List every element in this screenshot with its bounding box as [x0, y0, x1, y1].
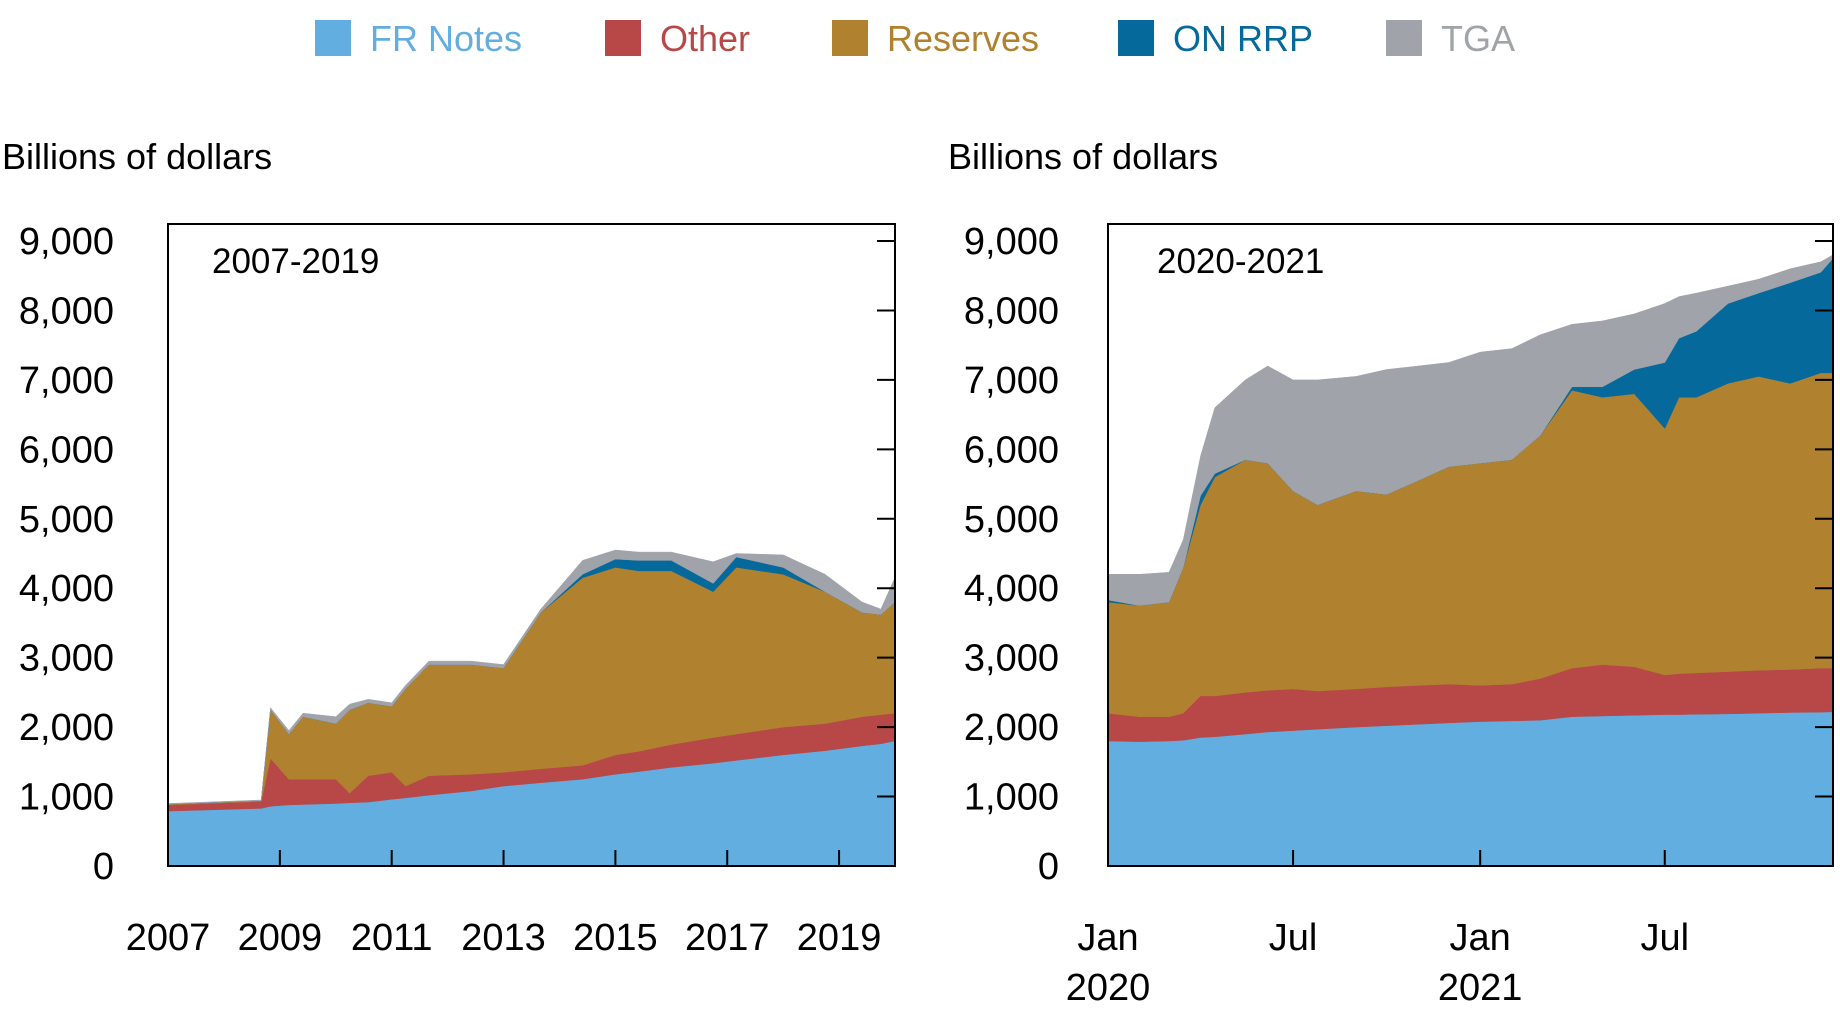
x-tick-label: 2009 [238, 917, 323, 959]
legend-item-on-rrp: ON RRP [1118, 18, 1313, 59]
y-tick-label: 4,000 [964, 568, 1059, 610]
y-tick-label: 7,000 [19, 360, 114, 402]
y-tick-label: 7,000 [964, 360, 1059, 402]
legend-swatch [1118, 20, 1154, 56]
y-tick-label: 6,000 [964, 429, 1059, 471]
x-tick-label: 2015 [573, 917, 658, 959]
y-tick-label: 1,000 [964, 777, 1059, 819]
legend-item-reserves: Reserves [832, 18, 1039, 59]
legend-swatch [1386, 20, 1422, 56]
y-axis-title: Billions of dollars [948, 136, 1218, 177]
y-tick-label: 9,000 [19, 221, 114, 263]
y-tick-label: 3,000 [19, 638, 114, 680]
y-tick-label: 4,000 [19, 568, 114, 610]
legend-label: TGA [1441, 18, 1515, 59]
legend-swatch [605, 20, 641, 56]
legend-item-tga: TGA [1386, 18, 1515, 59]
legend-label: Reserves [887, 18, 1039, 59]
y-axis-title: Billions of dollars [2, 136, 272, 177]
x-tick-label: 2011 [351, 917, 433, 959]
y-tick-label: 3,000 [964, 638, 1059, 680]
legend-label: Other [660, 18, 750, 59]
x-tick-label: Jul [1269, 917, 1318, 959]
x-tick-label: 2007 [126, 917, 211, 959]
chart-2020-2021: Billions of dollars 0 1,000 2,000 3,000 4,000… [948, 136, 1834, 1009]
y-tick-label: 0 [1038, 846, 1059, 888]
y-tick-label: 5,000 [19, 499, 114, 541]
panel-label: 2020-2021 [1157, 242, 1324, 281]
y-tick-label: 1,000 [19, 777, 114, 819]
legend-item-fr-notes: FR Notes [315, 18, 522, 59]
x-tick-label: Jul [1640, 917, 1689, 959]
x-tick-label: 2021 [1438, 967, 1523, 1009]
legend-label: FR Notes [370, 18, 522, 59]
legend: FR Notes Other Reserves ON RRP TGA [315, 18, 1515, 59]
plot-frame [1107, 223, 1834, 867]
y-tick-label: 8,000 [964, 290, 1059, 332]
legend-swatch [315, 20, 351, 56]
chart-2007-2019: Billions of dollars 0 1,000 2,000 3,000 4,000… [2, 136, 896, 959]
x-tick-label: Jan [1450, 917, 1511, 959]
y-tick-label: 2,000 [19, 707, 114, 749]
y-tick-label: 6,000 [19, 429, 114, 471]
y-tick-label: 5,000 [964, 499, 1059, 541]
y-tick-label: 2,000 [964, 707, 1059, 749]
y-tick-label: 9,000 [964, 221, 1059, 263]
plot-frame [167, 223, 896, 867]
x-tick-label: 2020 [1066, 967, 1151, 1009]
panel-label: 2007-2019 [212, 242, 379, 281]
legend-label: ON RRP [1173, 18, 1313, 59]
x-tick-label: Jan [1077, 917, 1138, 959]
y-tick-label: 8,000 [19, 290, 114, 332]
x-tick-label: 2017 [685, 917, 770, 959]
x-tick-label: 2013 [461, 917, 546, 959]
y-tick-label: 0 [93, 846, 114, 888]
x-tick-label: 2019 [797, 917, 882, 959]
legend-item-other: Other [605, 18, 750, 59]
legend-swatch [832, 20, 868, 56]
